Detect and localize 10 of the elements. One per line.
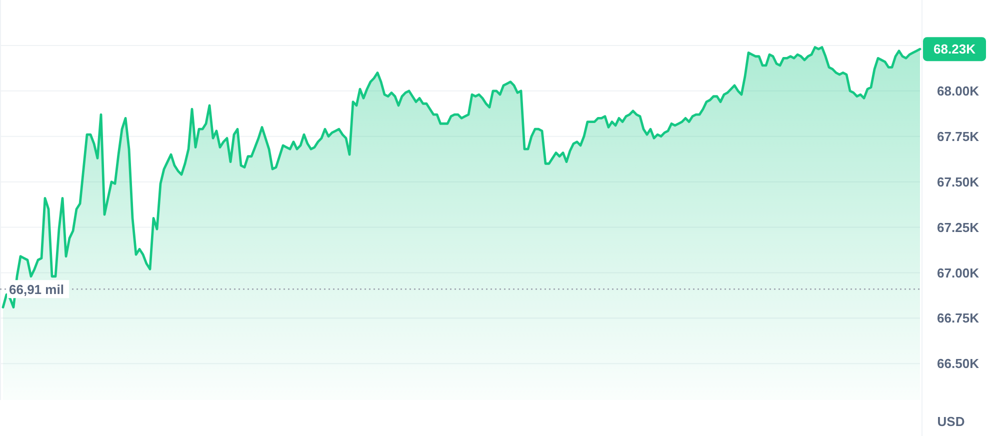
y-axis-title: USD [937,414,965,429]
y-tick-label: 67.00K [937,265,980,280]
ref-line-label: 66,91 mil [9,282,64,298]
text: 68.23K [934,42,976,57]
y-tick-label: 67.25K [937,220,980,235]
y-tick-label: 67.75K [937,128,980,144]
y-tick-label: 67.50K [937,174,980,190]
y-tick-label: 66.50K [937,356,980,372]
y-tick-label: 66.75K [937,310,980,326]
y-tick-label: 68.00K [937,83,980,98]
